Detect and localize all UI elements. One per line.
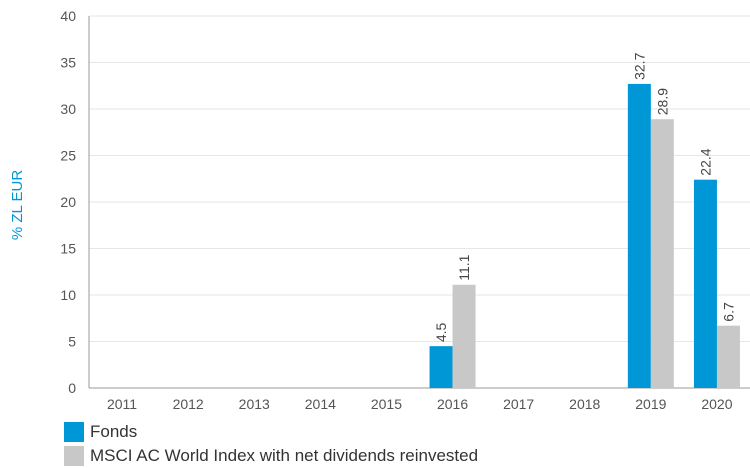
legend-label-msci: MSCI AC World Index with net dividends r… bbox=[90, 446, 479, 465]
data-label: 11.1 bbox=[456, 254, 472, 280]
x-tick-label: 2019 bbox=[635, 396, 666, 412]
bar-msci-2019 bbox=[650, 119, 674, 388]
y-tick-label: 25 bbox=[60, 148, 76, 164]
legend-item-fonds: Fonds bbox=[64, 420, 478, 444]
y-tick-label: 40 bbox=[60, 8, 76, 24]
x-tick-label: 2017 bbox=[503, 396, 534, 412]
gridlines bbox=[89, 15, 750, 342]
x-tick-label: 2014 bbox=[305, 396, 336, 412]
x-tick-label: 2013 bbox=[239, 396, 270, 412]
data-label: 6.7 bbox=[720, 302, 736, 322]
y-tick-label: 35 bbox=[60, 55, 76, 71]
data-label: 4.5 bbox=[433, 322, 449, 342]
x-tick-label: 2018 bbox=[569, 396, 600, 412]
bar-msci-2020 bbox=[716, 325, 740, 388]
legend: Fonds MSCI AC World Index with net divid… bbox=[64, 420, 478, 468]
legend-item-msci: MSCI AC World Index with net dividends r… bbox=[64, 444, 478, 468]
legend-swatch-msci bbox=[64, 446, 84, 466]
legend-swatch-fonds bbox=[64, 422, 84, 442]
x-tick-label: 2015 bbox=[371, 396, 402, 412]
y-axis-label: % ZL EUR bbox=[9, 170, 26, 240]
y-tick-label: 20 bbox=[60, 194, 76, 210]
y-tick-label: 15 bbox=[60, 241, 76, 257]
data-label: 28.9 bbox=[654, 88, 670, 115]
data-label: 32.7 bbox=[631, 52, 647, 79]
bar-fonds-2016 bbox=[429, 346, 453, 388]
x-axis-ticks: 2011 2012 2013 2014 2015 2016 2017 2018 2019 2020 bbox=[107, 396, 733, 412]
data-label: 22.4 bbox=[697, 148, 713, 175]
bar-fonds-2019 bbox=[627, 83, 651, 388]
x-tick-label: 2011 bbox=[107, 396, 137, 412]
y-tick-label: 30 bbox=[60, 101, 76, 117]
bar-msci-2016 bbox=[452, 284, 476, 388]
bar-fonds-2020 bbox=[693, 179, 717, 388]
y-tick-label: 5 bbox=[68, 334, 76, 350]
legend-label-fonds: Fonds bbox=[90, 422, 138, 441]
y-tick-label: 10 bbox=[60, 287, 76, 303]
y-tick-label: 0 bbox=[68, 380, 76, 396]
y-axis-ticks: 0 5 10 15 20 25 30 35 40 bbox=[60, 8, 76, 396]
x-tick-label: 2012 bbox=[173, 396, 204, 412]
bars bbox=[429, 83, 740, 388]
x-tick-label: 2016 bbox=[437, 396, 468, 412]
data-labels: 4.5 11.1 32.7 28.9 22.4 6.7 bbox=[433, 52, 736, 342]
x-tick-label: 2020 bbox=[701, 396, 732, 412]
